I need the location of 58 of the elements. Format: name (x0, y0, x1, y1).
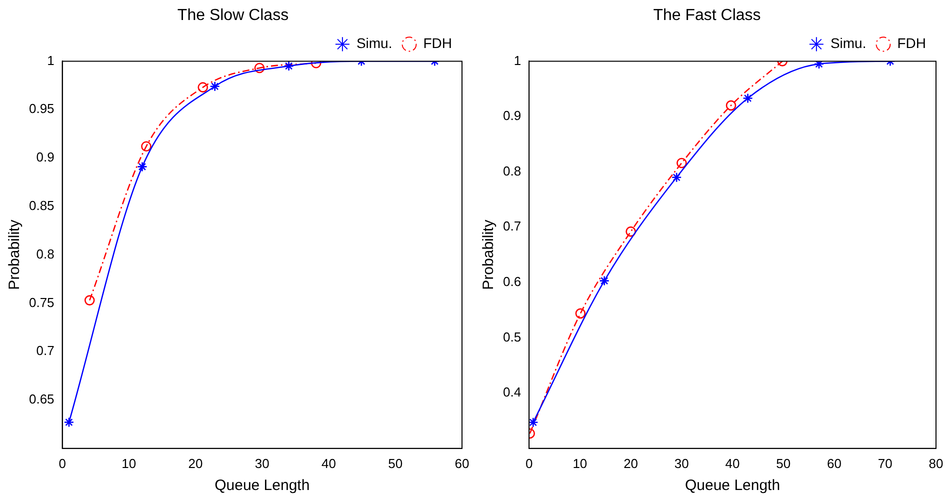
point (64, 417, 74, 428)
point (210, 81, 220, 92)
y-axis-title: Probability (480, 219, 498, 290)
point (726, 100, 736, 111)
x-tick-label: 70 (878, 456, 892, 471)
x-tick-label: 10 (572, 456, 588, 471)
x-tick-label: 50 (388, 456, 403, 471)
legend-label: Simu. (356, 35, 392, 52)
point (254, 62, 265, 74)
x-axis-title: Queue Length (214, 477, 310, 494)
x-tick-label: 60 (827, 456, 842, 471)
point (676, 158, 687, 168)
x-tick-label: 40 (725, 456, 740, 471)
legend-label: Simu. (830, 35, 866, 52)
x-tick-label: 40 (322, 456, 336, 471)
point (141, 141, 152, 152)
y-tick-label: 0.9 (36, 150, 54, 165)
point (575, 308, 586, 319)
y-tick-label: 0.5 (502, 329, 522, 344)
y-tick-label: 0.6 (502, 274, 522, 290)
point (198, 82, 208, 92)
y-tick-label: 0.9 (502, 108, 522, 124)
y-tick-label: 1 (514, 52, 522, 68)
y-tick-label: 0.7 (36, 343, 54, 358)
x-tick-label: 30 (674, 456, 689, 471)
x-tick-label: 0 (525, 456, 533, 471)
point (814, 61, 824, 70)
point (137, 162, 148, 172)
x-tick-label: 20 (188, 456, 203, 471)
x-tick-label: 20 (624, 456, 638, 471)
point (284, 61, 294, 72)
x-tick-label: 0 (58, 456, 66, 471)
point (626, 226, 636, 237)
x-tick-label: 50 (776, 456, 791, 471)
y-tick-label: 0.8 (36, 246, 54, 262)
legend-label: FDH (897, 35, 926, 52)
y-tick-label: 1 (47, 52, 54, 68)
x-tick-label: 30 (254, 456, 270, 471)
y-tick-label: 0.75 (28, 294, 54, 310)
point (529, 417, 538, 428)
y-tick-label: 0.95 (28, 101, 54, 116)
y-tick-label: 0.65 (28, 392, 54, 407)
point (671, 172, 682, 183)
y-axis-title: Probability (6, 219, 24, 290)
chart-title: The Fast Class (653, 7, 761, 24)
y-tick-label: 0.4 (502, 384, 522, 400)
point (742, 93, 753, 104)
x-tick-label: 60 (454, 456, 470, 471)
x-axis-title: Queue Length (684, 477, 780, 494)
x-tick-label: 80 (928, 456, 944, 471)
chart-title: The Slow Class (177, 7, 289, 24)
y-tick-label: 0.8 (502, 163, 522, 178)
y-tick-label: 0.85 (28, 198, 54, 213)
point (599, 276, 610, 286)
y-tick-label: 0.7 (502, 218, 522, 234)
point (84, 295, 95, 306)
legend-label: FDH (423, 35, 452, 52)
x-tick-label: 10 (122, 456, 136, 471)
